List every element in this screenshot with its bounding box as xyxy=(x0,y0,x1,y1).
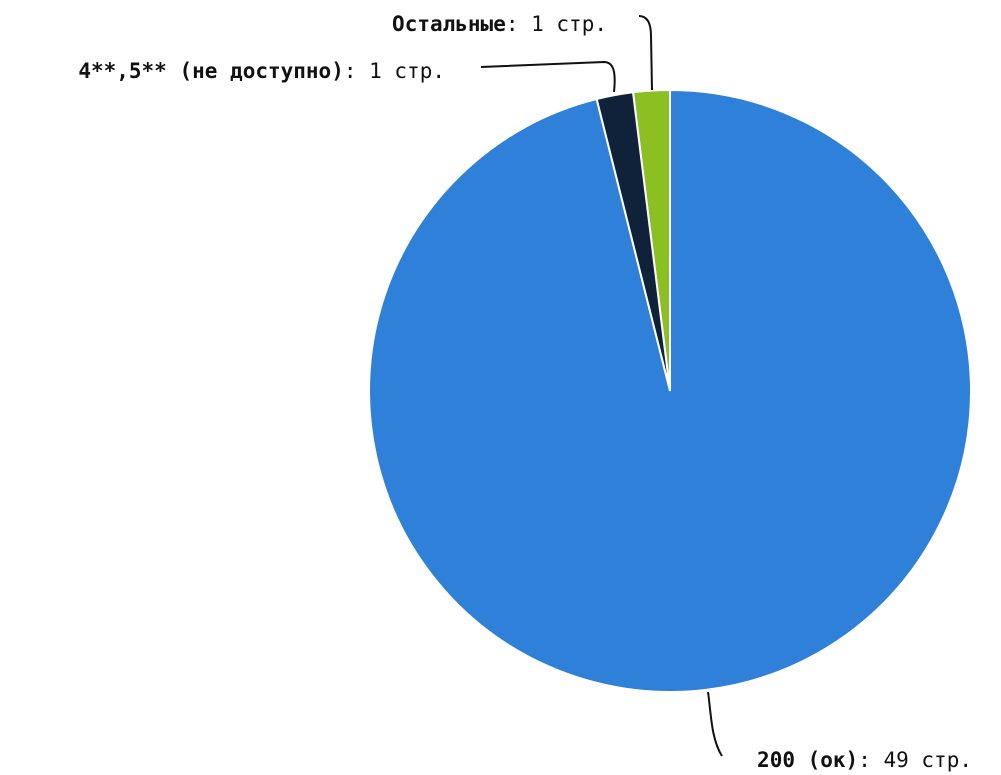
leader-line-200 xyxy=(707,691,723,757)
slice-label-200: 200 (ок): 49 стр. xyxy=(757,748,972,772)
slice-label-4xx-5xx: 4**,5** (не доступно): 1 стр. xyxy=(78,59,445,83)
slice-labels: Остальные: 1 стр. 4**,5** (не доступно):… xyxy=(78,12,972,772)
leader-line-4xx-5xx xyxy=(480,60,616,93)
pie-slices xyxy=(368,88,972,693)
slice-label-value: : 1 стр. xyxy=(344,59,445,83)
slice-label-value: : 1 стр. xyxy=(506,12,607,36)
slice-label-value: : 49 стр. xyxy=(858,748,972,772)
pie-slice-0 xyxy=(368,88,972,693)
slice-label-name: 200 (ок) xyxy=(757,748,858,772)
slice-label-other: Остальные: 1 стр. xyxy=(392,12,607,36)
leader-line-other xyxy=(638,15,653,91)
slice-label-name: Остальные xyxy=(392,12,506,36)
slice-label-name: 4**,5** (не доступно) xyxy=(78,59,344,83)
leader-lines xyxy=(480,15,723,757)
